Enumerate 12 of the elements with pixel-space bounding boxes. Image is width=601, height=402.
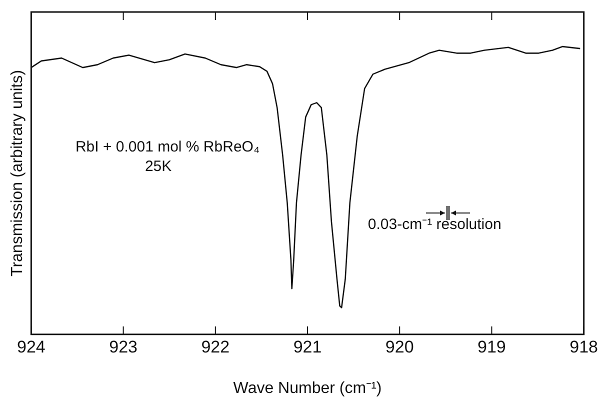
x-tick-label: 923: [109, 337, 138, 356]
x-tick-label: 921: [293, 337, 322, 356]
x-tick-label: 922: [201, 337, 230, 356]
x-tick-label: 924: [17, 337, 46, 356]
x-axis-title: Wave Number (cm⁻¹): [233, 380, 382, 397]
annotation: RbI + 0.001 mol % RbReO₄: [75, 138, 260, 156]
annotation: 0.03-cm⁻¹ resolution: [368, 216, 502, 233]
x-tick-label: 919: [478, 337, 506, 356]
x-tick-label: 918: [570, 337, 598, 356]
annotation: 25K: [144, 158, 172, 175]
y-axis-title: Transmission (arbitrary units): [9, 70, 26, 276]
x-tick-label: 920: [385, 337, 414, 356]
